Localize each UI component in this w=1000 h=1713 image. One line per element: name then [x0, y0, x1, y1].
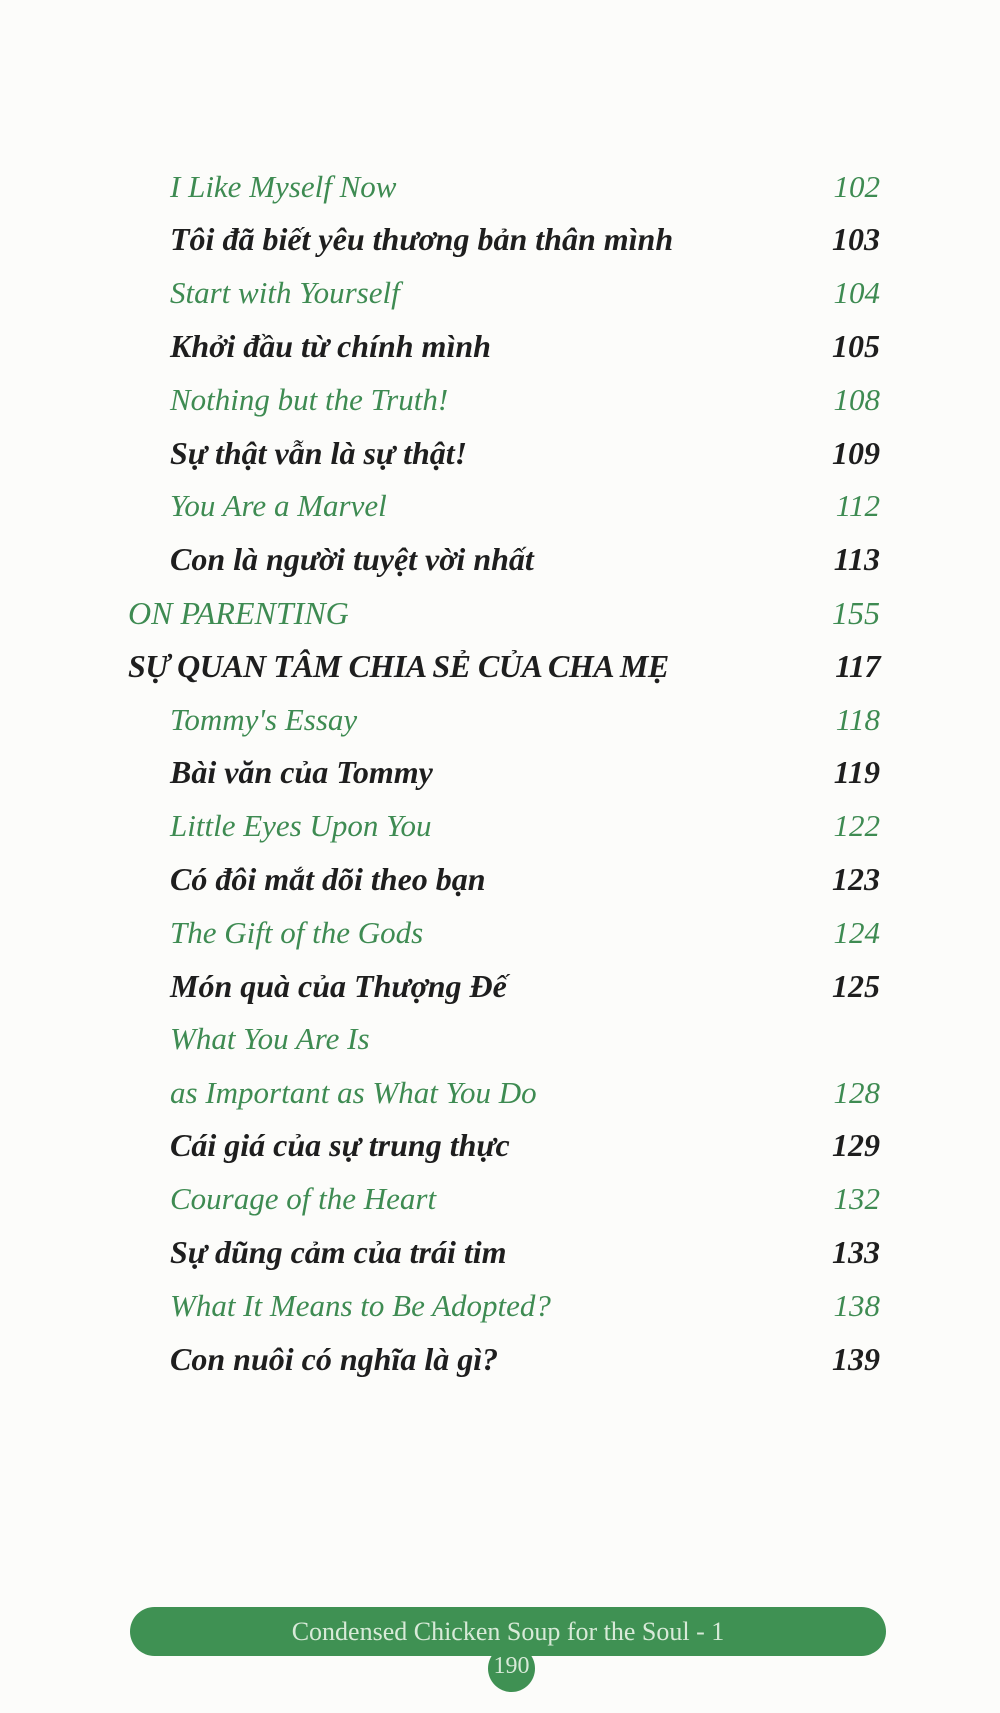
toc-entry-title: I Like Myself Now [170, 168, 397, 204]
toc-entry-title: Bài văn của Tommy [170, 754, 433, 791]
toc-entry-title: Tommy's Essay [170, 701, 358, 737]
toc-row: What You Are Is [128, 1013, 880, 1066]
toc-entry-title: Courage of the Heart [170, 1181, 437, 1217]
toc-row: I Like Myself Now 102 [128, 160, 880, 213]
toc-row: Courage of the Heart 132 [128, 1173, 880, 1226]
toc-entry-title: ON PARENTING [128, 594, 349, 631]
toc-entry-title: Cái giá của sự trung thực [170, 1127, 510, 1164]
toc-entry-title: What You Are Is [170, 1021, 370, 1057]
toc-entry-title: Tôi đã biết yêu thương bản thân mình [170, 221, 674, 258]
toc-entry-title: Nothing but the Truth! [170, 381, 449, 417]
toc-entry-title: Sự dũng cảm của trái tim [170, 1234, 507, 1271]
toc-page-number: 104 [833, 275, 881, 311]
toc-row: What It Means to Be Adopted? 138 [128, 1279, 880, 1332]
toc-page-number: 118 [835, 701, 880, 737]
toc-row: ON PARENTING 155 [128, 586, 880, 639]
toc-page-number: 109 [832, 434, 880, 471]
toc-entry-title: Sự thật vẫn là sự thật! [170, 434, 468, 471]
toc-page-number: 124 [833, 914, 881, 950]
toc-entry-title: Con nuôi có nghĩa là gì? [170, 1340, 499, 1377]
toc-row: Sự thật vẫn là sự thật! 109 [128, 426, 880, 479]
toc-row: Cái giá của sự trung thực 129 [128, 1119, 880, 1172]
toc-row: Tommy's Essay 118 [128, 693, 880, 746]
toc-row: Con nuôi có nghĩa là gì? 139 [128, 1333, 880, 1386]
toc-page-number: 133 [832, 1234, 880, 1271]
toc-row: Con là người tuyệt vời nhất 113 [128, 533, 880, 586]
toc-entry-title: SỰ QUAN TÂM CHIA SẺ CỦA CHA MẸ [128, 647, 669, 684]
toc-row: Start with Yourself 104 [128, 267, 880, 320]
toc-page-number: 108 [833, 381, 881, 417]
toc-row: Có đôi mắt dõi theo bạn 123 [128, 853, 880, 906]
toc-entry-title: The Gift of the Gods [170, 914, 424, 950]
toc-entry-title: What It Means to Be Adopted? [170, 1287, 551, 1323]
toc-page-number: 112 [835, 488, 880, 524]
toc-entry-title: Little Eyes Upon You [170, 808, 432, 844]
toc-page-number: 122 [833, 808, 881, 844]
toc-page-number: 125 [832, 967, 880, 1004]
toc-entry-title: Có đôi mắt dõi theo bạn [170, 861, 486, 897]
toc-page-number: 113 [833, 541, 880, 578]
toc-list: I Like Myself Now 102 Tôi đã biết yêu th… [128, 160, 881, 1386]
toc-page-number: 139 [832, 1340, 880, 1377]
toc-page-number: 102 [833, 168, 881, 204]
toc-row: Khởi đầu từ chính mình 105 [128, 320, 880, 373]
toc-entry-title: Start with Yourself [170, 275, 400, 311]
toc-entry-title: Món quà của Thượng Đế [170, 967, 507, 1004]
toc-row: You Are a Marvel 112 [128, 480, 880, 533]
toc-page-number: 129 [832, 1127, 880, 1164]
toc-row: Sự dũng cảm của trái tim 133 [128, 1226, 880, 1279]
toc-page-number: 103 [832, 221, 880, 258]
toc-row: Nothing but the Truth! 108 [128, 373, 880, 426]
toc-page-number: 117 [835, 647, 880, 684]
toc-page-number: 132 [833, 1181, 881, 1217]
toc-page-number: 138 [833, 1287, 881, 1323]
toc-row: as Important as What You Do 128 [128, 1066, 880, 1119]
page-number: 190 [493, 1653, 530, 1679]
toc-page-number: 128 [833, 1074, 881, 1110]
toc-row: Món quà của Thượng Đế 125 [128, 959, 880, 1012]
toc-page-number: 105 [832, 328, 880, 365]
toc-row: The Gift of the Gods 124 [128, 906, 880, 959]
toc-page-number: 119 [833, 754, 880, 791]
toc-page-number: 123 [832, 861, 880, 897]
toc-row: Bài văn của Tommy 119 [128, 746, 880, 799]
toc-row: Little Eyes Upon You 122 [128, 800, 880, 853]
book-title-banner: Condensed Chicken Soup for the Soul - 1 [130, 1607, 886, 1656]
toc-entry-title: You Are a Marvel [170, 488, 387, 524]
toc-entry-title: Con là người tuyệt vời nhất [170, 541, 534, 578]
toc-page-number: 155 [832, 594, 880, 631]
toc-entry-title: Khởi đầu từ chính mình [170, 328, 491, 365]
toc-entry-title: as Important as What You Do [170, 1074, 537, 1110]
book-title-banner-text: Condensed Chicken Soup for the Soul - 1 [291, 1616, 725, 1646]
toc-row: SỰ QUAN TÂM CHIA SẺ CỦA CHA MẸ 117 [128, 640, 881, 693]
toc-row: Tôi đã biết yêu thương bản thân mình 103 [128, 213, 880, 266]
